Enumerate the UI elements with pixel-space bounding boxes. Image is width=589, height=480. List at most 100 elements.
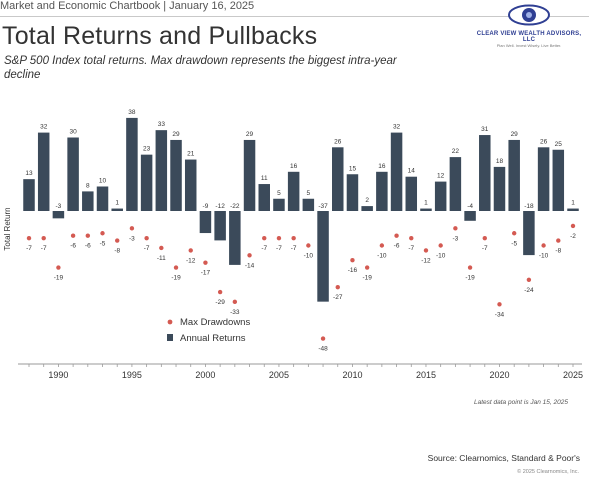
annual-return-label: 15 [349,165,357,172]
max-drawdown-dot [262,235,267,241]
annual-return-bar [52,211,65,219]
annual-return-bar [96,186,109,211]
max-drawdown-dot [570,223,576,229]
annual-return-label: 26 [334,138,342,145]
annual-return-bar [111,208,123,211]
max-drawdown-label: -3 [129,235,135,242]
annual-return-bar [376,171,388,211]
max-drawdown-dot [453,226,458,231]
annual-return-bar [332,147,344,211]
max-drawdown-label: -19 [465,275,475,282]
annual-return-label: 29 [511,131,519,138]
annual-return-label: 31 [481,126,489,133]
eye-logo-icon [508,4,550,26]
max-drawdown-dot [100,231,105,236]
max-drawdown-label: -12 [421,257,431,264]
annual-return-bar [567,208,579,211]
annual-return-label: 18 [496,158,504,165]
max-drawdown-label: -3 [452,235,458,242]
max-drawdown-label: -10 [377,253,387,260]
max-drawdown-dot [526,277,532,282]
annual-return-label: 10 [99,178,107,185]
max-drawdown-dot [232,299,238,305]
annual-return-bar [170,139,182,211]
annual-return-label: 25 [555,141,563,148]
chartbook-header: Market and Economic Chartbook | January … [0,0,255,12]
annual-return-bar [23,179,35,211]
max-drawdown-label: -48 [318,346,328,353]
max-drawdown-dot [320,336,326,341]
annual-return-label: -3 [56,203,62,210]
annual-return-bar [464,211,476,221]
annual-return-bar [287,171,300,211]
annual-return-label: 14 [408,168,416,175]
max-drawdown-dot [129,226,135,231]
x-tick-label: 2015 [416,370,436,380]
max-drawdown-dot [541,243,546,248]
x-tick-label: 2020 [489,370,509,380]
max-drawdown-dot [56,265,61,270]
max-drawdown-dot [291,235,296,241]
annual-return-label: 22 [452,148,460,155]
max-drawdown-dot [247,253,252,258]
max-drawdown-label: -11 [157,255,166,262]
annual-return-label: 16 [378,163,386,170]
max-drawdown-dot [115,238,120,243]
annual-return-label: -4 [467,203,473,210]
annual-return-label: 32 [40,124,48,131]
annual-return-bar [37,132,50,211]
max-drawdown-label: -10 [436,253,446,260]
max-drawdown-label: -27 [333,294,343,301]
max-drawdown-label: -5 [100,240,106,247]
annual-return-label: 30 [69,129,77,136]
max-drawdown-label: -6 [394,243,400,250]
max-drawdown-label: -10 [539,253,549,260]
max-drawdown-dot [159,245,164,251]
max-drawdown-label: -19 [171,275,181,282]
annual-return-bar [479,135,491,211]
max-drawdown-dot [173,265,179,270]
max-drawdown-label: -5 [511,240,517,247]
annual-return-bar [537,147,550,211]
max-drawdown-label: -7 [26,245,32,252]
header-divider [0,16,589,17]
annual-return-label: 16 [290,163,298,170]
legend-returns-label: Annual Returns [180,333,246,344]
max-drawdown-dot [423,248,429,253]
max-drawdown-dot [188,248,193,253]
source-text: Source: Clearnomics, Standard & Poor's [427,453,580,463]
annual-return-bar [361,206,373,211]
company-logo: CLEAR VIEW WEALTH ADVISORS, LLC Plan Wel… [470,4,588,48]
page-title: Total Returns and Pullbacks [2,22,318,50]
annual-return-label: -9 [203,203,209,210]
max-drawdown-dot [144,235,149,241]
annual-return-label: 2 [365,197,369,204]
company-name: CLEAR VIEW WEALTH ADVISORS, LLC [476,31,582,43]
latest-data-note: Latest data point is Jan 15, 2025 [474,399,568,406]
max-drawdown-dot [41,235,46,241]
annual-return-bar [155,130,168,211]
annual-return-bar [302,198,315,211]
max-drawdown-dot [482,235,487,241]
max-drawdown-dot [409,235,414,241]
annual-return-bar [126,117,138,211]
annual-return-label: 23 [143,146,151,153]
annual-return-bar [346,174,359,211]
x-tick-label: 1995 [122,370,142,380]
max-drawdown-label: -7 [408,245,414,252]
annual-return-bar [140,154,153,211]
max-drawdown-dot [335,284,340,290]
max-drawdown-label: -14 [245,262,255,269]
chart-axes: Total Return 1990 1995 2000 2005 2010 2015 2020… [3,207,583,380]
max-drawdown-label: -10 [304,253,314,260]
max-drawdown-label: -24 [524,287,534,294]
max-drawdown-dot [70,233,76,238]
max-drawdown-dot [497,302,502,307]
max-drawdown-dot [276,235,282,241]
annual-return-label: 8 [86,182,90,189]
max-drawdown-dot [217,289,223,295]
x-tick-label: 2005 [269,370,289,380]
annual-return-bar [523,211,535,256]
annual-return-bar [199,211,212,234]
max-drawdown-dot [511,231,517,236]
